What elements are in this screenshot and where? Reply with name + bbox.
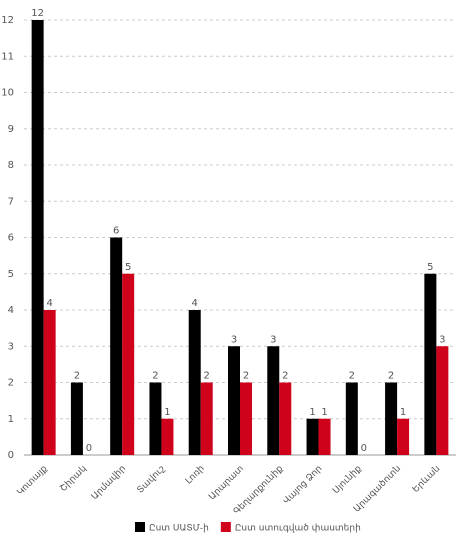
legend-swatch xyxy=(135,522,145,532)
value-label: 1 xyxy=(164,407,170,418)
bar xyxy=(397,418,410,455)
value-label: 0 xyxy=(86,443,92,454)
y-tick-label: 1 xyxy=(8,414,14,425)
y-tick-label: 10 xyxy=(1,88,14,99)
x-tick-label: Երևան xyxy=(411,464,442,495)
value-label: 2 xyxy=(74,371,80,382)
value-label: 4 xyxy=(192,298,198,309)
value-label: 1 xyxy=(309,407,315,418)
y-tick-label: 6 xyxy=(8,233,14,244)
value-label: 3 xyxy=(231,334,237,345)
y-tick-label: 3 xyxy=(8,341,14,352)
y-tick-label: 2 xyxy=(8,378,14,389)
x-tick-label: Լոռի xyxy=(184,464,207,487)
value-label: 1 xyxy=(321,407,327,418)
y-tick-label: 8 xyxy=(8,160,14,171)
value-label: 6 xyxy=(113,226,119,237)
value-label: 4 xyxy=(46,298,52,309)
y-tick-label: 11 xyxy=(1,51,14,62)
bar xyxy=(306,418,319,455)
y-tick-label: 0 xyxy=(8,450,14,461)
value-label: 0 xyxy=(361,443,367,454)
value-label: 2 xyxy=(282,371,288,382)
bar xyxy=(436,346,449,455)
bar xyxy=(200,382,213,455)
bar xyxy=(161,418,174,455)
bar xyxy=(70,382,83,455)
legend-swatch xyxy=(220,522,231,532)
value-label: 2 xyxy=(349,371,355,382)
x-tick-label: Տավուշ xyxy=(136,464,168,496)
value-label: 1 xyxy=(400,407,406,418)
x-tick-label: Կոտայք xyxy=(16,464,50,498)
bar xyxy=(424,273,437,455)
x-tick-label: Վայոց Ձոր xyxy=(282,464,325,507)
bar xyxy=(228,346,240,455)
bar xyxy=(279,382,292,455)
bar xyxy=(345,382,358,455)
value-label: 2 xyxy=(388,371,394,382)
value-label: 5 xyxy=(427,262,433,273)
value-label: 3 xyxy=(439,334,445,345)
y-tick-label: 12 xyxy=(1,15,14,26)
bar xyxy=(385,382,398,455)
bar xyxy=(149,382,162,455)
value-label: 12 xyxy=(31,8,44,19)
bar xyxy=(318,418,331,455)
x-tick-label: Արմավիր xyxy=(90,464,128,502)
bar xyxy=(122,273,135,455)
bar xyxy=(31,20,44,455)
value-label: 3 xyxy=(270,334,276,345)
bar xyxy=(43,310,56,455)
y-tick-label: 9 xyxy=(8,124,14,135)
bar xyxy=(240,382,252,455)
x-tick-label: Շիրակ xyxy=(59,464,89,494)
value-label: 2 xyxy=(243,371,249,382)
value-label: 2 xyxy=(204,371,210,382)
bar xyxy=(188,310,201,455)
legend-label: Ըստ ՍԱՏՄ-ի xyxy=(149,524,209,534)
bar xyxy=(110,237,123,455)
y-tick-label: 7 xyxy=(8,196,14,207)
value-label: 5 xyxy=(125,262,131,273)
y-tick-label: 5 xyxy=(8,269,14,280)
bar xyxy=(267,346,280,455)
legend-label: Ըստ ստուգված փաստերի xyxy=(235,524,361,534)
value-label: 2 xyxy=(152,371,158,382)
x-tick-label: Սյունիք xyxy=(331,464,364,497)
y-tick-label: 4 xyxy=(8,305,14,316)
x-tick-label: Արարատ xyxy=(207,464,246,503)
